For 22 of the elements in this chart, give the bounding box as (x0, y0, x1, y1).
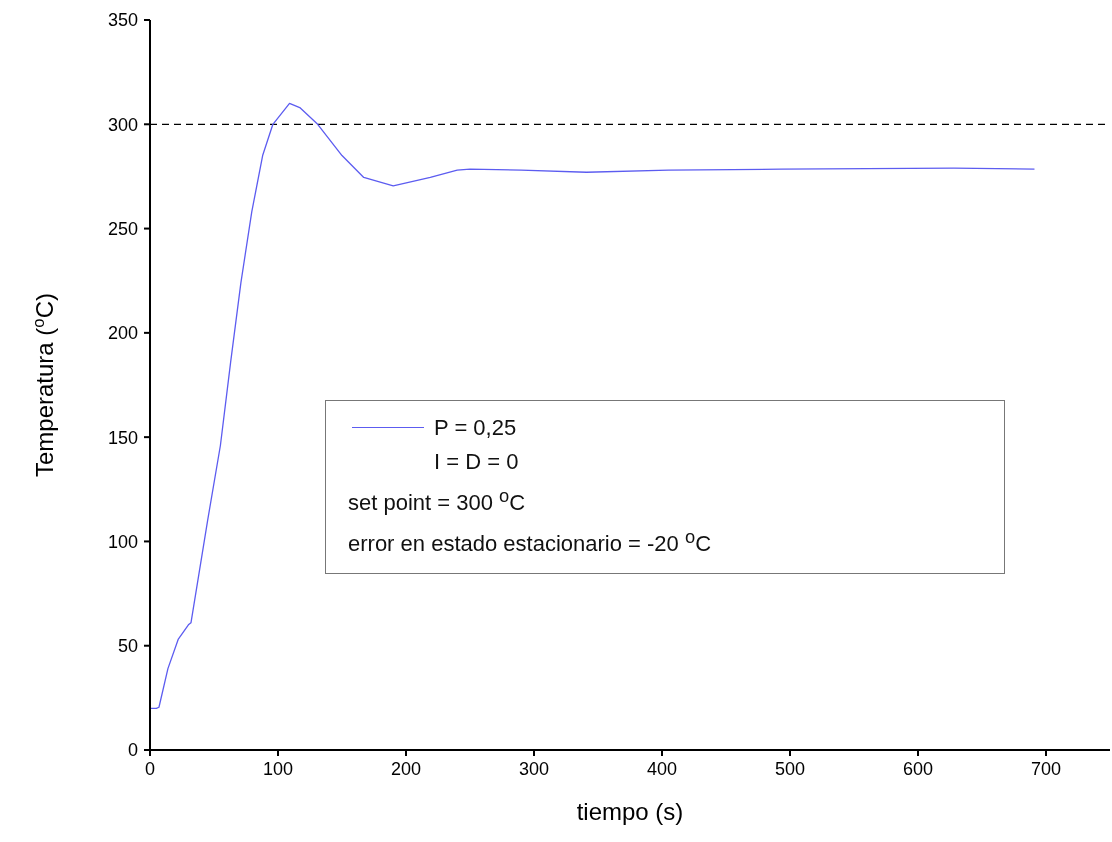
x-tick-label: 0 (144, 758, 156, 779)
x-tick-label: 600 (902, 758, 934, 779)
x-tick-label: 100 (262, 758, 294, 779)
y-tick-label: 200 (107, 323, 138, 344)
annotation: I = D = 0 (433, 447, 520, 476)
annotation: error en estado estacionario = -20 $^{o}$C (348, 524, 712, 559)
x-tick-label: 300 (518, 758, 550, 779)
y-tick-label: 100 (107, 531, 138, 552)
x-axis-title: tiempo (s) (576, 798, 684, 825)
y-tick-label: 250 (107, 218, 138, 239)
x-tick-label: 500 (774, 758, 806, 779)
x-tick-label: 400 (646, 758, 678, 779)
y-tick-label: 350 (107, 10, 138, 31)
y-tick-label: 0 (127, 740, 138, 761)
y-tick-label: 50 (117, 636, 138, 657)
line-series (150, 102, 1036, 709)
legend-label: P = 0,25 (434, 413, 517, 442)
annotation: set point = 300 $^{o}$C (348, 483, 527, 517)
x-tick-label: 200 (390, 758, 422, 779)
y-tick-label: 150 (107, 427, 138, 448)
x-tick-label: 700 (1030, 758, 1062, 779)
y-tick-label: 300 (107, 114, 138, 135)
